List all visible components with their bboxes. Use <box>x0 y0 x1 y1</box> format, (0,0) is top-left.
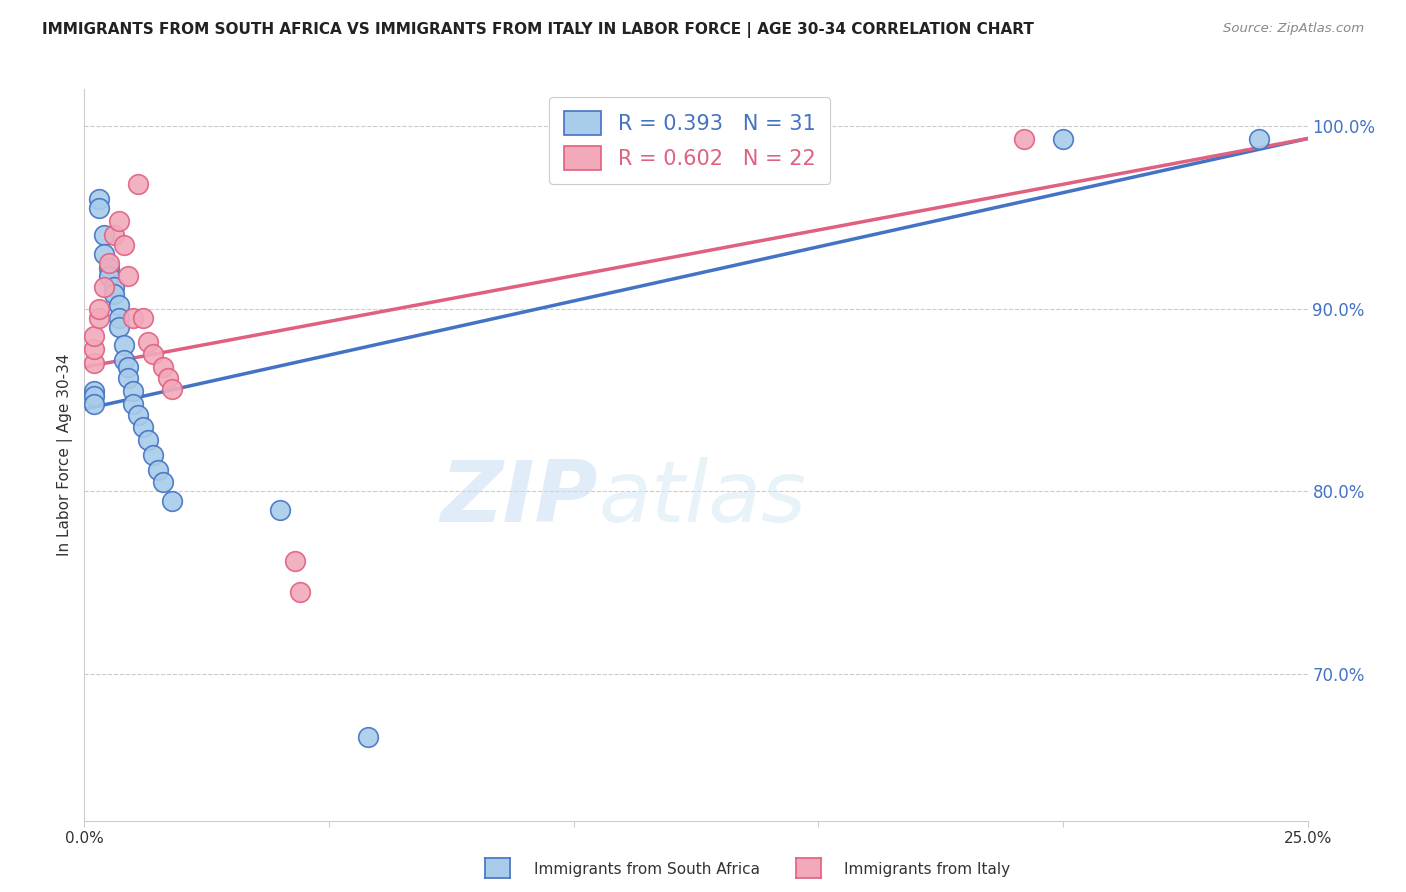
Point <box>146 462 169 476</box>
Point <box>83 384 105 398</box>
Point <box>103 228 125 243</box>
Text: Immigrants from South Africa: Immigrants from South Africa <box>534 863 761 877</box>
Text: ZIP: ZIP <box>440 458 598 541</box>
Point <box>87 192 110 206</box>
Point <box>112 237 135 252</box>
Point <box>122 384 145 398</box>
Point <box>142 448 165 462</box>
Point <box>132 420 155 434</box>
Point <box>107 320 129 334</box>
Text: IMMIGRANTS FROM SOUTH AFRICA VS IMMIGRANTS FROM ITALY IN LABOR FORCE | AGE 30-34: IMMIGRANTS FROM SOUTH AFRICA VS IMMIGRAN… <box>42 22 1033 38</box>
Point <box>103 287 125 301</box>
Point <box>136 334 159 349</box>
Point <box>117 360 139 375</box>
Point <box>97 261 120 276</box>
Text: Immigrants from Italy: Immigrants from Italy <box>844 863 1010 877</box>
Point <box>97 256 120 270</box>
Point <box>284 554 307 568</box>
Point <box>269 503 291 517</box>
Point <box>142 347 165 361</box>
Text: Source: ZipAtlas.com: Source: ZipAtlas.com <box>1223 22 1364 36</box>
Point <box>103 279 125 293</box>
Point <box>1052 131 1074 145</box>
Point <box>136 434 159 448</box>
Point <box>127 408 149 422</box>
Point <box>83 357 105 371</box>
Text: atlas: atlas <box>598 458 806 541</box>
Point <box>162 493 184 508</box>
Y-axis label: In Labor Force | Age 30-34: In Labor Force | Age 30-34 <box>58 353 73 557</box>
Point <box>93 228 115 243</box>
Point <box>1247 131 1270 145</box>
Point <box>117 268 139 283</box>
Point <box>152 475 174 490</box>
Point <box>112 338 135 352</box>
Point <box>288 585 311 599</box>
Point <box>132 310 155 325</box>
Point <box>127 178 149 192</box>
Point <box>1012 131 1035 145</box>
Point <box>87 301 110 316</box>
Point <box>83 329 105 343</box>
Point <box>156 371 179 385</box>
Point <box>112 352 135 367</box>
Point <box>152 360 174 375</box>
Point <box>117 371 139 385</box>
Point <box>83 342 105 356</box>
Point <box>83 397 105 411</box>
Point <box>122 310 145 325</box>
Point <box>107 214 129 228</box>
Point <box>87 201 110 215</box>
Point <box>122 397 145 411</box>
Point <box>107 298 129 312</box>
Point <box>93 247 115 261</box>
Point <box>83 389 105 403</box>
Point <box>87 310 110 325</box>
Point <box>107 310 129 325</box>
Point <box>162 382 184 396</box>
Point <box>97 268 120 283</box>
Point <box>357 730 380 744</box>
Point <box>93 279 115 293</box>
Legend: R = 0.393   N = 31, R = 0.602   N = 22: R = 0.393 N = 31, R = 0.602 N = 22 <box>550 96 831 185</box>
